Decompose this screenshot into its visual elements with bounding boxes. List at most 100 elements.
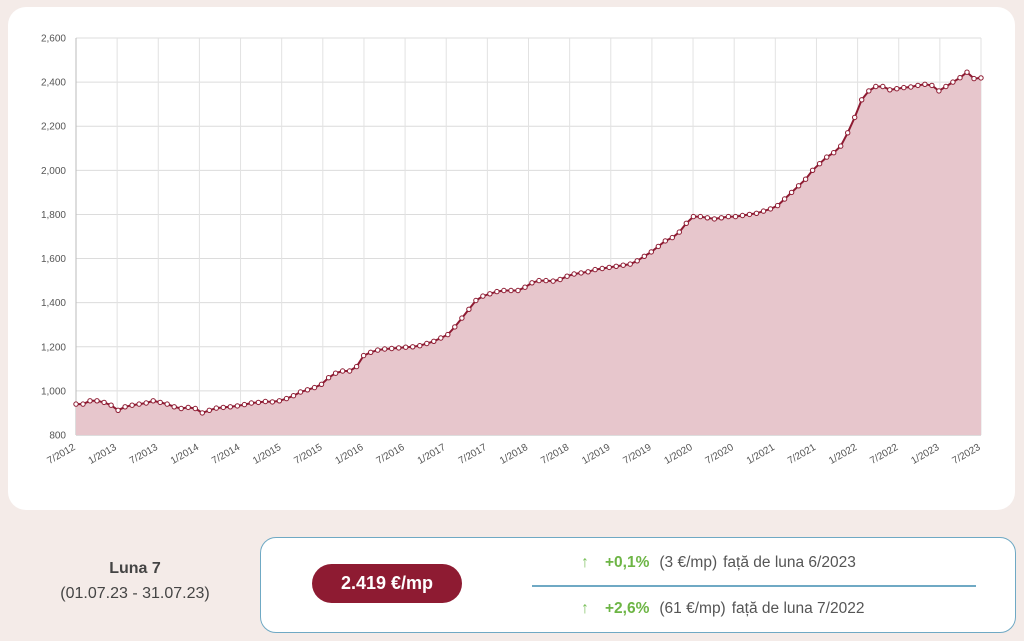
data-point [648, 249, 654, 255]
data-point [816, 161, 823, 167]
y-tick-label: 1,200 [41, 342, 66, 353]
data-point [143, 400, 149, 406]
x-tick-label: 7/2017 [457, 442, 489, 467]
data-point [704, 215, 711, 221]
data-point [403, 344, 409, 350]
data-point [410, 344, 416, 350]
data-point [613, 263, 619, 269]
data-point [185, 404, 191, 411]
x-tick-label: 1/2018 [498, 442, 530, 467]
data-point [515, 287, 521, 294]
monthly-change-percent: +0,1% [605, 554, 650, 571]
data-point [669, 234, 675, 241]
data-point [915, 82, 921, 89]
data-point [557, 276, 563, 283]
data-point [311, 384, 318, 391]
data-point [845, 130, 851, 136]
data-point [908, 84, 914, 90]
data-point [353, 363, 360, 370]
data-point [115, 407, 121, 413]
data-point [375, 347, 381, 353]
data-point [802, 176, 809, 182]
y-tick-label: 800 [49, 431, 66, 442]
data-point [795, 183, 802, 189]
x-tick-label: 7/2012 [46, 442, 78, 467]
data-point [234, 403, 241, 409]
y-tick-label: 1,600 [41, 254, 66, 265]
data-point [529, 280, 535, 286]
data-point [332, 370, 339, 376]
data-point [543, 277, 549, 284]
data-point [809, 167, 816, 174]
data-point [360, 352, 367, 359]
series-area [76, 72, 981, 435]
data-point [774, 202, 781, 209]
data-point [269, 399, 276, 405]
data-point [304, 387, 311, 393]
data-point [957, 75, 963, 81]
data-point [241, 401, 248, 408]
data-point [122, 404, 128, 410]
x-tick-label: 1/2019 [580, 442, 612, 467]
data-point [585, 269, 591, 275]
data-point [880, 83, 886, 90]
data-point [929, 82, 935, 89]
data-point [283, 395, 290, 402]
data-point [690, 213, 697, 220]
data-point [725, 213, 732, 220]
data-point [459, 315, 465, 321]
data-point [943, 83, 949, 90]
data-point [760, 208, 767, 214]
data-point [606, 264, 612, 271]
data-point [473, 297, 479, 304]
data-point [873, 83, 879, 90]
data-point [697, 213, 704, 220]
data-point [831, 150, 837, 156]
data-point [276, 398, 283, 404]
x-tick-label: 1/2023 [909, 442, 941, 467]
data-point [171, 404, 177, 410]
data-point [536, 277, 542, 284]
data-point [922, 81, 928, 88]
data-point [150, 398, 156, 404]
stats-box: 2.419 €/mp ↑ +0,1% (3 €/mp) față de luna… [260, 537, 1016, 633]
data-point [255, 399, 262, 406]
data-point [73, 401, 79, 407]
y-tick-label: 2,600 [41, 34, 66, 45]
x-tick-label: 1/2014 [169, 442, 201, 467]
data-point [662, 238, 668, 244]
data-point [522, 284, 528, 290]
data-point [753, 210, 760, 217]
period-month-label: Luna 7 [109, 560, 161, 577]
data-point [389, 345, 395, 352]
data-point [346, 368, 353, 374]
x-tick-label: 1/2020 [663, 442, 695, 467]
price-history-chart: 800 1,000 1,200 1,400 1,600 1,800 2,000 2,200 2,… [41, 34, 984, 467]
yearly-change-row: ↑ +2,6% (61 €/mp) față de luna 7/2022 [531, 596, 991, 622]
arrow-up-icon: ↑ [581, 554, 589, 571]
x-tick-label: 7/2013 [128, 442, 160, 467]
x-tick-label: 7/2019 [621, 442, 653, 467]
data-point [550, 278, 556, 284]
data-point [206, 407, 213, 413]
data-point [178, 405, 184, 412]
data-point [501, 287, 507, 294]
data-point [368, 349, 374, 355]
data-point [592, 266, 598, 273]
x-tick-label: 7/2020 [704, 442, 736, 467]
data-point [248, 400, 255, 406]
x-tick-label: 7/2021 [786, 442, 818, 467]
data-point [325, 375, 332, 381]
data-point [262, 398, 269, 405]
data-point [199, 410, 206, 416]
arrow-up-icon: ↑ [581, 600, 589, 617]
data-point [297, 389, 304, 395]
price-chart-card: 800 1,000 1,200 1,400 1,600 1,800 2,000 2,200 2,… [8, 7, 1015, 510]
data-point [781, 196, 788, 202]
data-point [220, 404, 227, 411]
stats-divider [532, 585, 976, 587]
series-line [76, 70, 982, 415]
data-point [571, 271, 577, 277]
y-tick-label: 2,000 [41, 166, 66, 177]
x-tick-label: 7/2023 [951, 442, 983, 467]
